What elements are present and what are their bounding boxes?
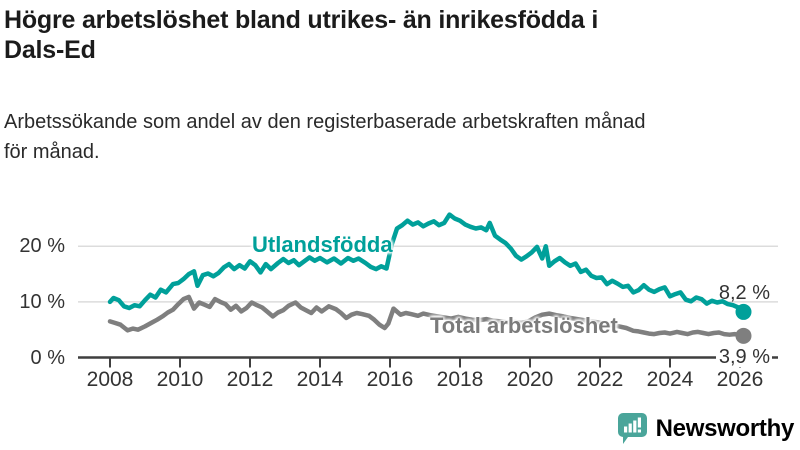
latest-value-dot-total-arbetsl-shet <box>735 327 752 344</box>
x-tick-label-2024: 2024 <box>646 368 694 391</box>
end-value-label-total: 3,9 % <box>716 347 772 367</box>
end-value-label-utlandsfodda: 8,2 % <box>718 282 770 304</box>
newsworthy-logo[interactable]: Newsworthy <box>617 412 794 446</box>
x-tick-label-2018: 2018 <box>436 368 484 391</box>
series-line-utlandsf-dda <box>107 212 746 315</box>
page-title-line-2: Dals-Ed <box>4 36 96 64</box>
x-tick-label-2008: 2008 <box>86 368 134 391</box>
x-tick-label-2020: 2020 <box>506 368 554 391</box>
x-tick-label-2022: 2022 <box>576 368 624 391</box>
series-label-utlandsfodda: Utlandsfödda <box>252 232 393 257</box>
x-tick-label-2016: 2016 <box>366 368 414 391</box>
series-label-total-arbetsloshet: Total arbetslöshet <box>430 313 618 338</box>
y-tick-label-0: 0 % <box>30 347 65 369</box>
page-title-line-1: Högre arbetslöshet bland utrikes- än inr… <box>4 6 599 34</box>
newsworthy-bubble-chart-icon <box>617 413 647 444</box>
x-tick-label-2010: 2010 <box>156 368 204 391</box>
x-tick-label-2014: 2014 <box>296 368 344 391</box>
x-tick-label-2012: 2012 <box>226 368 274 391</box>
chart-subtitle-line-2: för månad. <box>4 141 100 163</box>
y-tick-label-10: 10 % <box>19 291 65 313</box>
y-tick-label-20: 20 % <box>19 235 65 257</box>
latest-value-dot-utlandsf-dda <box>735 303 752 320</box>
x-tick-label-2026: 2026 <box>716 368 764 391</box>
chart-subtitle-line-1: Arbetssökande som andel av den registerb… <box>4 111 646 133</box>
newsworthy-logo-text: Newsworthy <box>655 415 795 442</box>
series-line-total-arbetsl-shet <box>107 294 746 339</box>
